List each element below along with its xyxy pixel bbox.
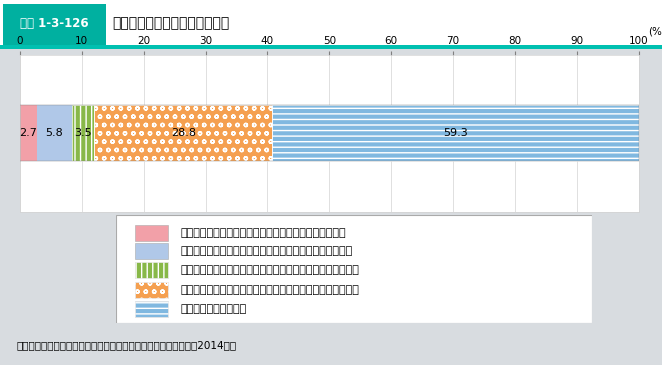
- Text: 今後５年をめどに移住する予定・検討したいと思っている: 今後５年をめどに移住する予定・検討したいと思っている: [180, 246, 352, 256]
- Text: 3.5: 3.5: [75, 128, 92, 138]
- Bar: [135, 243, 168, 259]
- Bar: [94, 105, 272, 161]
- Text: 資料：内閣官房「東京在住者の今後の移住に関する意向調査」（2014年）: 資料：内閣官房「東京在住者の今後の移住に関する意向調査」（2014年）: [17, 340, 236, 350]
- Text: 2.7: 2.7: [19, 128, 37, 138]
- Text: (%): (%): [648, 26, 662, 36]
- Bar: [72, 105, 94, 161]
- Bar: [135, 301, 168, 317]
- Bar: [135, 262, 168, 278]
- Bar: [135, 281, 168, 298]
- Bar: [20, 105, 36, 161]
- Bar: [72, 105, 94, 161]
- Text: 5.8: 5.8: [46, 128, 64, 138]
- Bar: [135, 224, 168, 241]
- Text: 検討したいと思わない: 検討したいと思わない: [180, 304, 246, 314]
- Text: 28.8: 28.8: [171, 128, 196, 138]
- Bar: [135, 281, 168, 298]
- Bar: [0, 45, 662, 49]
- Text: 今後１年以内に移住する予定・検討したいと思っている: 今後１年以内に移住する予定・検討したいと思っている: [180, 228, 346, 238]
- Bar: [272, 105, 639, 161]
- Text: 今後１０年をめどに移住する予定・検討したいと思っている: 今後１０年をめどに移住する予定・検討したいと思っている: [180, 265, 359, 275]
- Text: 東京在住者の地方への移住意向: 東京在住者の地方への移住意向: [113, 17, 230, 31]
- Bar: [36, 105, 72, 161]
- Bar: [94, 105, 272, 161]
- Bar: [135, 301, 168, 317]
- Bar: [135, 262, 168, 278]
- Text: 具体的な時期は決まっていないが、検討したいと思っている: 具体的な時期は決まっていないが、検討したいと思っている: [180, 285, 359, 295]
- Text: 59.3: 59.3: [444, 128, 468, 138]
- Text: 図表 1-3-126: 図表 1-3-126: [20, 17, 89, 30]
- Bar: [3, 4, 106, 45]
- Bar: [272, 105, 639, 161]
- Bar: [20, 105, 639, 161]
